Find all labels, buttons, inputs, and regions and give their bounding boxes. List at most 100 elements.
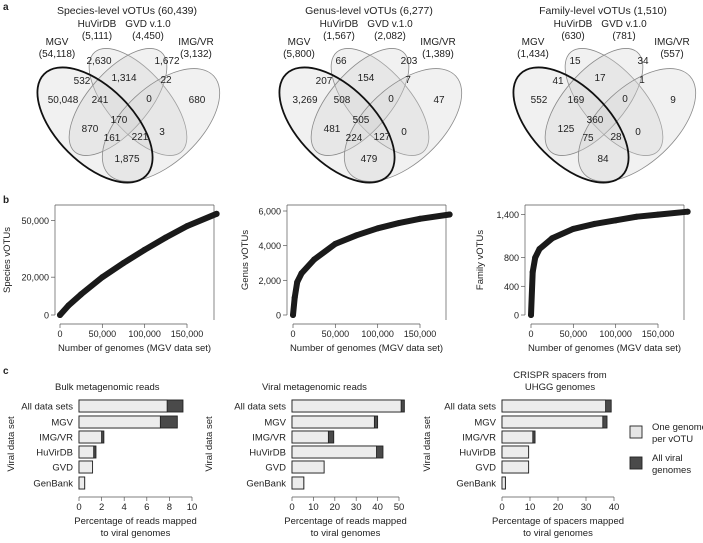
curve-point <box>549 235 556 242</box>
venn-region-count: 0 <box>146 94 152 105</box>
x-tick-label: 0 <box>290 329 295 339</box>
bar-chart: Viral metagenomic reads All data sets MGV I… <box>204 382 407 539</box>
x-axis-title: to viral genomes <box>523 528 593 538</box>
curve-point <box>184 223 190 230</box>
x-tick-label: 100,000 <box>599 329 632 339</box>
curve-point <box>570 225 577 232</box>
venn-region-count: 0 <box>388 94 394 105</box>
venn-ellipse-huvirdb <box>330 48 430 156</box>
category-label: IMG/VR <box>39 433 73 444</box>
x-tick-label: 2 <box>99 502 104 513</box>
y-axis-title: Family vOTUs <box>475 230 486 290</box>
venn-title: Family-level vOTUs (1,510) <box>539 5 667 17</box>
accumulation-curve-plot: 0 400 800 1,400 0 50,000 100,000 150,000 Number … <box>475 204 691 354</box>
venn-set-total-imgvr: (3,132) <box>180 49 212 60</box>
curve-point <box>290 312 296 318</box>
x-tick-label: 50,000 <box>322 329 350 339</box>
venn-set-label-huvirdb: HuVirDB <box>554 19 593 30</box>
bar-one-genome-per-votu <box>501 445 530 459</box>
category-label: MGV <box>474 418 496 429</box>
venn-region-count: 28 <box>610 132 622 143</box>
x-tick-label: 0 <box>528 329 533 339</box>
category-label: IMG/VR <box>252 433 286 444</box>
category-label: GenBank <box>246 479 286 490</box>
venn-ellipse-huvirdb <box>88 48 188 156</box>
x-tick-label: 150,000 <box>404 329 437 339</box>
curve-point <box>291 294 298 301</box>
x-tick-label: 100,000 <box>128 329 161 339</box>
y-tick-label: 2,000 <box>258 276 281 286</box>
category-label: GVD <box>475 463 496 474</box>
venn-set-label-imgvr: IMG/VR <box>420 37 456 48</box>
bar-chart-title: Viral metagenomic reads <box>262 382 367 393</box>
venn-region-count: 0 <box>401 127 407 138</box>
venn-set-total-gvd: (4,450) <box>132 31 164 42</box>
x-tick-label: 150,000 <box>642 329 675 339</box>
bar-one-genome-per-votu <box>501 399 607 413</box>
venn-diagram: Species-level vOTUs (60,439) MGV(54,118) H… <box>36 5 221 184</box>
venn-region-count: 3 <box>159 127 165 138</box>
curve-point <box>655 211 661 218</box>
category-label: HuVirDB <box>36 448 73 459</box>
venn-title: Genus-level vOTUs (6,277) <box>305 5 433 17</box>
venn-region-count: 34 <box>637 56 649 67</box>
venn-region-count: 224 <box>346 133 363 144</box>
venn-ellipse-huvirdb <box>564 48 664 156</box>
bar-chart-title: UHGG genomes <box>525 382 595 393</box>
bar-one-genome-per-votu <box>78 476 86 490</box>
bar-one-genome-per-votu <box>291 476 305 490</box>
x-tick-label: 50,000 <box>560 329 588 339</box>
category-label: All data sets <box>234 402 286 413</box>
x-axis-title: Percentage of reads mapped <box>74 516 197 527</box>
category-label: MGV <box>264 418 286 429</box>
legend-label: All viral <box>652 453 683 464</box>
bar-one-genome-per-votu <box>78 445 95 459</box>
venn-region-count: 66 <box>335 56 347 67</box>
x-tick-label: 0 <box>499 502 504 513</box>
venn-region-count: 22 <box>160 75 172 86</box>
bar-chart-title: CRISPR spacers from <box>513 370 607 381</box>
y-axis-title: Genus vOTUs <box>240 230 251 290</box>
venn-region-count: 154 <box>358 73 375 84</box>
venn-region-count: 2,630 <box>86 56 111 67</box>
venn-set-total-gvd: (2,082) <box>374 31 406 42</box>
venn-set-total-huvirdb: (1,567) <box>323 31 355 42</box>
venn-region-count: 505 <box>353 115 370 126</box>
x-tick-label: 0 <box>57 329 62 339</box>
x-axis-title: Percentage of spacers mapped <box>492 516 624 527</box>
x-axis-title: Number of genomes (MGV data set) <box>290 343 443 354</box>
bar-chart-title: Bulk metagenomic reads <box>55 382 160 393</box>
venn-diagram: Genus-level vOTUs (6,277) MGV(5,800) HuVir… <box>278 5 463 184</box>
accumulation-curve-line <box>528 208 691 318</box>
bar-one-genome-per-votu <box>78 460 94 474</box>
bar-one-genome-per-votu <box>291 445 377 459</box>
venn-region-count: 3,269 <box>292 95 317 106</box>
y-tick-label: 800 <box>504 253 519 263</box>
venn-region-count: 552 <box>531 95 548 106</box>
x-tick-label: 4 <box>122 502 127 513</box>
x-axis-title: Number of genomes (MGV data set) <box>528 343 681 354</box>
venn-set-total-mgv: (1,434) <box>517 49 549 60</box>
x-tick-label: 100,000 <box>361 329 394 339</box>
legend-swatch-one-genome <box>629 425 643 439</box>
accumulation-curve-line <box>290 211 453 318</box>
venn-region-count: 41 <box>552 76 564 87</box>
venn-region-count: 47 <box>433 95 445 106</box>
venn-region-count: 221 <box>132 132 149 143</box>
bar-chart: Bulk metagenomic reads All data sets MGV IM… <box>6 382 197 539</box>
panel-letter: b <box>3 195 9 206</box>
x-tick-label: 20 <box>330 502 341 513</box>
x-tick-label: 10 <box>308 502 319 513</box>
curve-point <box>78 291 85 298</box>
venn-set-label-mgv: MGV <box>46 37 69 48</box>
curve-point <box>213 210 220 217</box>
bar-one-genome-per-votu <box>291 415 375 429</box>
x-tick-label: 0 <box>289 502 294 513</box>
x-tick-label: 20 <box>553 502 564 513</box>
x-tick-label: 10 <box>525 502 536 513</box>
venn-set-total-huvirdb: (630) <box>561 31 584 42</box>
bar-one-genome-per-votu <box>78 430 103 444</box>
venn-set-total-gvd: (781) <box>612 31 635 42</box>
venn-region-count: 9 <box>670 95 676 106</box>
